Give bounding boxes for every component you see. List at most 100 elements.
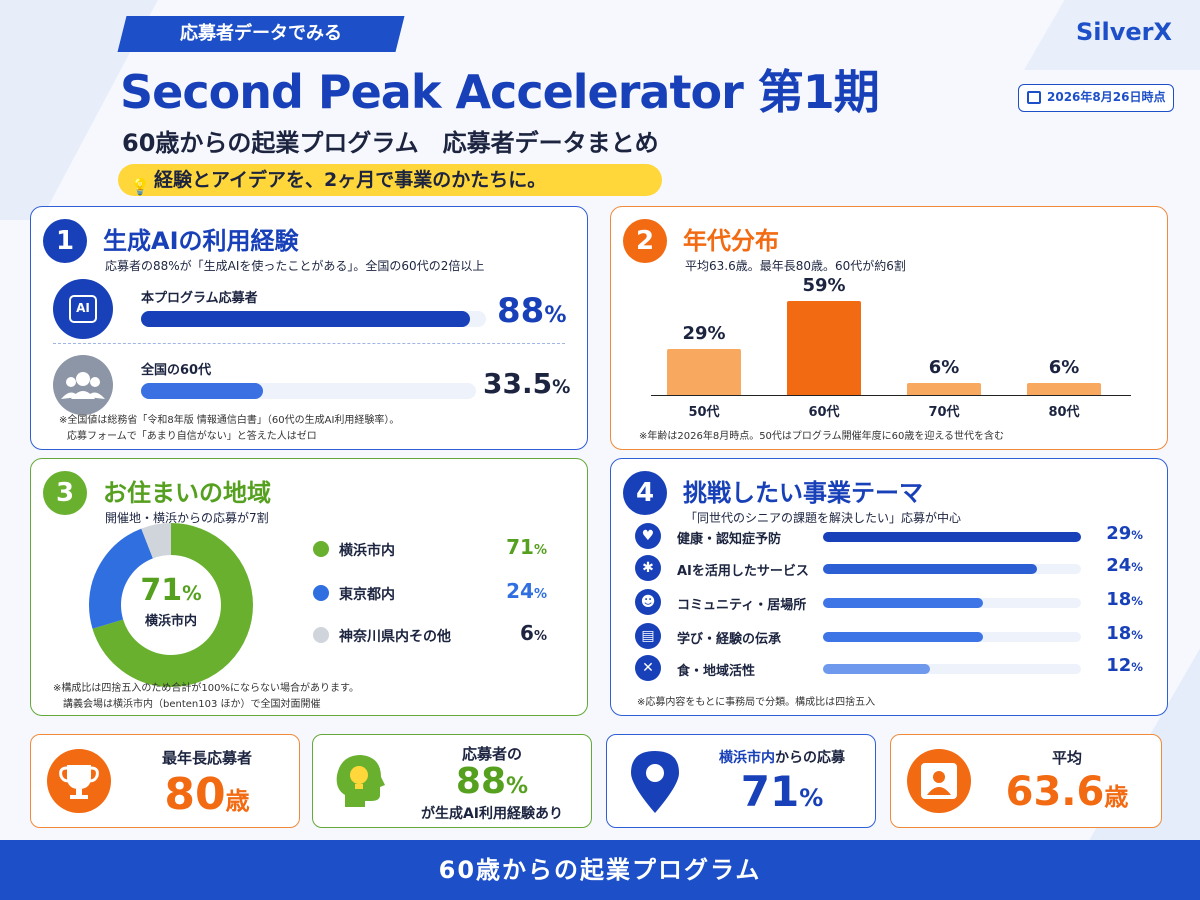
divider: [53, 343, 565, 344]
silverx-logo: SilverX: [1076, 18, 1172, 46]
ai-row-fill: [141, 383, 263, 399]
theme-value-unit: %: [1131, 560, 1143, 574]
ai-chip-label: AI: [69, 295, 97, 323]
group-people-icon: [53, 355, 113, 415]
legend-label: 神奈川県内その他: [339, 629, 451, 645]
ai-row-value: 33.5%: [483, 367, 570, 400]
theme-label: 食・地域活性: [677, 664, 756, 679]
section-number: 4: [623, 471, 667, 515]
header-tag: 応募者データでみる: [117, 16, 405, 52]
theme-value-number: 24: [1106, 555, 1132, 576]
legend-value-unit: %: [533, 543, 547, 558]
section-note: ※全国値は総務省「令和8年版 情報通信白書」（60代の生成AI利用経験率）。: [59, 415, 400, 426]
catch-text: 経験とアイデアを、2ヶ月で事業のかたちに。: [154, 169, 547, 191]
legend-value: 6%: [487, 621, 547, 645]
theme-label: 健康・認知症予防: [677, 532, 782, 547]
section-number: 2: [623, 219, 667, 263]
stat-value-unit: 歳: [1104, 783, 1129, 811]
ai-row-track: [141, 311, 486, 327]
stat-value: 63.6歳: [983, 769, 1151, 815]
stat-label: 平均: [1051, 749, 1082, 767]
person-icon: [907, 749, 971, 813]
stat-value-number: 88: [455, 761, 507, 802]
ai-row-value: 88%: [497, 291, 566, 331]
theme-track: [823, 564, 1081, 574]
legend-value-number: 71: [506, 535, 534, 559]
stat-value: 71%: [697, 767, 867, 816]
section-ai-usage: 1 生成AIの利用経験 応募者の88%が「生成AIを使ったことがある」。全国の6…: [30, 206, 588, 450]
date-text: 2026年8月26日時点: [1047, 90, 1166, 104]
theme-value: 12%: [1083, 655, 1143, 676]
section-title: 挑戦したい事業テーマ: [683, 479, 923, 507]
theme-value: 29%: [1083, 523, 1143, 544]
age-bar-category-label: 80代: [1048, 405, 1080, 420]
section-business-themes: 4 挑戦したい事業テーマ 「同世代のシニアの課題を解決したい」応募が中心 ♥ 健…: [610, 458, 1168, 716]
section-note: ※応募内容をもとに事務局で分類。構成比は四捨五入: [637, 697, 876, 708]
donut-slice: [89, 523, 253, 687]
ai-row-value-number: 33.5: [483, 367, 553, 400]
theme-value: 18%: [1083, 623, 1143, 644]
theme-track: [823, 664, 1081, 674]
theme-track: [823, 598, 1081, 608]
donut-slice: [89, 523, 253, 687]
section-note: 応募フォームで「あまり自信がない」と答えた人はゼロ: [67, 431, 317, 442]
age-bar: [787, 301, 861, 395]
ai-row-label: 全国の60代: [141, 363, 212, 378]
head-lightbulb-icon: [329, 749, 389, 813]
legend-value: 24%: [487, 579, 547, 603]
lightbulb-icon: 💡: [130, 177, 150, 196]
theme-value-number: 29: [1106, 523, 1132, 544]
legend-dot: [313, 627, 329, 643]
section-title: お住まいの地域: [103, 479, 271, 507]
legend-value: 71%: [487, 535, 547, 559]
stat-label: 最年長応募者: [161, 749, 252, 767]
footer-banner: 60歳からの起業プログラム: [0, 840, 1200, 900]
ai-chip-icon: AI: [53, 279, 113, 339]
residence-donut-chart: [89, 523, 253, 687]
stat-value: 80歳: [123, 769, 291, 820]
ai-row-track: [141, 383, 476, 399]
section-age-distribution: 2 年代分布 平均63.6歳。最年長80歳。60代が約6割 29% 50代 59% 6…: [610, 206, 1168, 450]
theme-fill: [823, 664, 930, 674]
section-subtitle: 平均63.6歳。最年長80歳。60代が約6割: [685, 259, 906, 273]
theme-value-unit: %: [1131, 594, 1143, 608]
donut-center: 71% 横浜市内: [121, 575, 221, 630]
ai-row-value-unit: %: [552, 377, 571, 398]
date-badge: 2026年8月26日時点: [1018, 84, 1174, 112]
theme-value-number: 18: [1106, 589, 1132, 610]
stat-oldest-applicant: 最年長応募者 80歳: [30, 734, 300, 828]
stat-value-number: 80: [164, 769, 226, 820]
age-bar-category-label: 50代: [688, 405, 720, 420]
legend-label: 東京都内: [339, 587, 395, 603]
theme-fill: [823, 632, 983, 642]
stat-yokohama: 横浜市内からの応募 71%: [606, 734, 876, 828]
section-title: 年代分布: [683, 227, 779, 255]
ai-row-fill: [141, 311, 470, 327]
header-tag-text: 応募者データでみる: [180, 23, 342, 44]
stat-value-unit: %: [799, 784, 824, 812]
stat-value: 88%: [399, 761, 585, 802]
network-icon: ✱: [635, 555, 661, 581]
stat-average-age: 平均 63.6歳: [890, 734, 1162, 828]
legend-dot: [313, 585, 329, 601]
theme-value: 24%: [1083, 555, 1143, 576]
theme-label: 学び・経験の伝承: [677, 632, 782, 647]
age-bar: [667, 349, 741, 395]
theme-fill: [823, 598, 983, 608]
age-bar-value-label: 6%: [1048, 357, 1080, 378]
page-title: Second Peak Accelerator 第1期: [120, 65, 880, 119]
theme-value-unit: %: [1131, 528, 1143, 542]
theme-fill: [823, 532, 1081, 542]
theme-track: [823, 532, 1081, 542]
age-bar-value-label: 29%: [682, 323, 726, 344]
theme-value-number: 18: [1106, 623, 1132, 644]
stat-ai-experience: 応募者の 88% が生成AI利用経験あり: [312, 734, 592, 828]
book-icon: ▤: [635, 623, 661, 649]
ai-row-label: 本プログラム応募者: [141, 291, 258, 306]
theme-label: コミュニティ・居場所: [677, 598, 807, 613]
age-bar-chart: 29% 50代 59% 60代 6% 70代 6% 80代: [611, 207, 1169, 451]
stat-label-rest: からの応募: [775, 750, 845, 766]
trophy-icon: [47, 749, 111, 813]
age-bar-value-label: 59%: [802, 275, 846, 296]
stat-label: が生成AI利用経験あり: [420, 806, 564, 822]
